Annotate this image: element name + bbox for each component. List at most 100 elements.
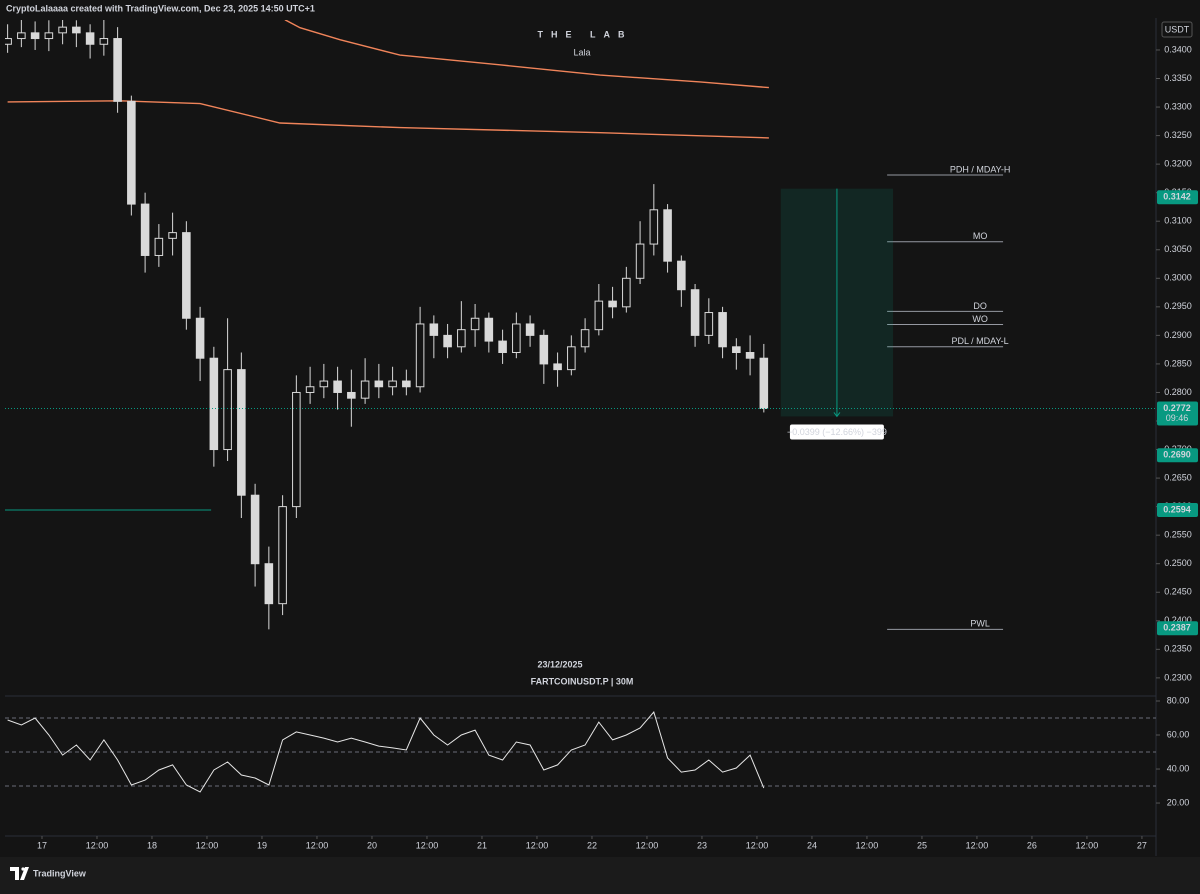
candle-body bbox=[663, 209, 672, 262]
countdown: 09:46 bbox=[1166, 413, 1189, 423]
price-tag-label: 0.2387 bbox=[1163, 623, 1191, 633]
candle-body bbox=[223, 369, 232, 451]
y-tick-label: 0.3000 bbox=[1164, 273, 1192, 283]
candle-body bbox=[278, 506, 287, 605]
price-tag-label: 0.3142 bbox=[1163, 192, 1191, 202]
x-tick-label: 19 bbox=[257, 840, 267, 850]
price-tag bbox=[1157, 448, 1198, 463]
candle-body bbox=[622, 277, 631, 308]
measure-label-box bbox=[789, 424, 884, 440]
candle-body bbox=[525, 323, 535, 336]
measure-label: −0.0399 (−12.66%) −399 bbox=[787, 427, 887, 437]
candle-body bbox=[195, 317, 205, 359]
x-tick-label: 27 bbox=[1137, 840, 1147, 850]
brand-logo bbox=[10, 867, 29, 880]
candle-body bbox=[127, 100, 136, 205]
candle-body bbox=[44, 32, 54, 40]
candle-body bbox=[5, 38, 12, 45]
x-tick-label: 20 bbox=[367, 840, 377, 850]
y-tick-label: 0.3050 bbox=[1164, 244, 1192, 254]
y-tick-label: 60.00 bbox=[1167, 729, 1190, 739]
y-tick-label: 0.3100 bbox=[1164, 216, 1192, 226]
y-tick-label: 0.2900 bbox=[1164, 330, 1192, 340]
y-tick-label: 40.00 bbox=[1167, 763, 1190, 773]
x-tick-label: 12:00 bbox=[966, 840, 989, 850]
candle-body bbox=[168, 232, 177, 239]
candle-body bbox=[250, 494, 260, 565]
candle-body bbox=[759, 357, 769, 409]
date-label: 23/12/2025 bbox=[537, 659, 582, 669]
y-tick-label: 0.2550 bbox=[1164, 530, 1192, 540]
y-tick-label: 0.2650 bbox=[1164, 472, 1192, 482]
header: CryptoLalaaaa created with TradingView.c… bbox=[6, 3, 315, 13]
level-label: PDL / MDAY-L bbox=[951, 336, 1008, 346]
level-label: MO bbox=[973, 231, 988, 241]
candle-body bbox=[17, 32, 26, 40]
candle-body bbox=[347, 391, 356, 399]
candle-body bbox=[360, 380, 370, 399]
candle-body bbox=[72, 26, 81, 34]
currency-box bbox=[1161, 21, 1193, 38]
candle-body bbox=[635, 243, 645, 279]
y-tick-label: 0.2950 bbox=[1164, 301, 1192, 311]
candle-body bbox=[745, 352, 755, 359]
candle-body bbox=[718, 312, 727, 348]
candle-body bbox=[512, 323, 521, 354]
candle-body bbox=[333, 380, 342, 393]
candle-body bbox=[690, 289, 700, 336]
candle-body bbox=[415, 323, 425, 388]
level-label: WO bbox=[972, 314, 988, 324]
candle-body bbox=[305, 386, 315, 393]
footer-bar bbox=[0, 857, 1200, 894]
level-label: PDH / MDAY-H bbox=[950, 164, 1011, 174]
y-tick-label: 0.2300 bbox=[1164, 672, 1192, 682]
x-tick-label: 12:00 bbox=[746, 840, 769, 850]
candle-body bbox=[264, 563, 274, 605]
candle-body bbox=[567, 346, 576, 371]
level-label: DO bbox=[973, 301, 987, 311]
y-tick-label: 0.3350 bbox=[1164, 73, 1192, 83]
x-tick-label: 24 bbox=[807, 840, 817, 850]
candle-body bbox=[470, 317, 480, 331]
symbol-label: FARTCOINUSDT.P | 30M bbox=[531, 676, 634, 686]
measure-arrowhead bbox=[833, 412, 841, 418]
price-pane bbox=[5, 20, 769, 630]
x-tick-label: 22 bbox=[587, 840, 597, 850]
chart-title: THE LAB bbox=[538, 29, 633, 39]
x-tick-label: 12:00 bbox=[856, 840, 879, 850]
candle-body bbox=[580, 329, 590, 348]
candle-body bbox=[154, 237, 164, 256]
candle-body bbox=[484, 317, 494, 342]
candle-body bbox=[649, 209, 659, 245]
candle-body bbox=[99, 38, 109, 45]
currency: USDT bbox=[1165, 24, 1190, 34]
candle-body bbox=[677, 260, 686, 291]
candle-body bbox=[388, 380, 397, 388]
candle-body bbox=[58, 26, 67, 34]
candle-body bbox=[292, 391, 301, 508]
current-price-label: 0.2772 bbox=[1163, 403, 1191, 413]
candle-body bbox=[594, 300, 604, 331]
price-tag bbox=[1157, 621, 1198, 636]
rsi-line bbox=[7, 710, 765, 793]
level-label: PWL bbox=[970, 619, 990, 629]
x-tick-label: 12:00 bbox=[196, 840, 219, 850]
y-tick-label: 20.00 bbox=[1167, 797, 1190, 807]
y-tick-label: 0.2350 bbox=[1164, 644, 1192, 654]
y-tick-label: 0.3200 bbox=[1164, 159, 1192, 169]
candle-body bbox=[140, 203, 150, 256]
candle-body bbox=[443, 334, 452, 348]
y-tick-label: 0.3250 bbox=[1164, 130, 1192, 140]
current-price-tag bbox=[1157, 401, 1198, 426]
chart-subtitle: Lala bbox=[573, 47, 590, 57]
y-tick-label: 0.3400 bbox=[1164, 44, 1192, 54]
brand: TradingView bbox=[33, 868, 87, 878]
candle-body bbox=[539, 334, 549, 365]
price-tag bbox=[1157, 190, 1198, 205]
candle-body bbox=[704, 312, 714, 336]
y-tick-label: 0.2400 bbox=[1164, 615, 1192, 625]
candle-body bbox=[85, 32, 95, 45]
x-tick-label: 12:00 bbox=[86, 840, 109, 850]
